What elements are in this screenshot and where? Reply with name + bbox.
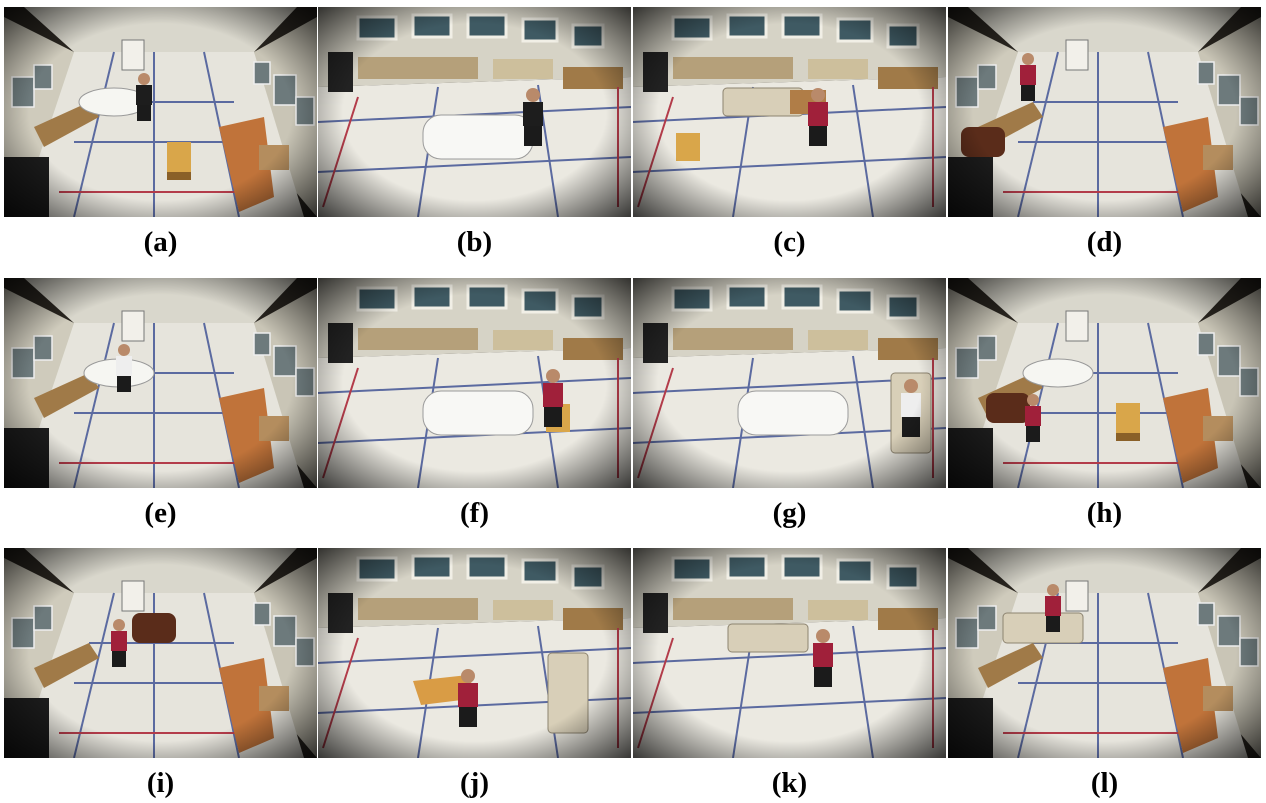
panel-photo <box>318 7 631 217</box>
panel-photo <box>948 278 1261 488</box>
panel: (c) <box>633 7 946 259</box>
panel-label: (l) <box>1090 767 1119 799</box>
panel-label: (a) <box>143 226 178 258</box>
panel: (k) <box>633 548 946 800</box>
panel-label: (h) <box>1086 497 1123 529</box>
panel-label: (g) <box>772 497 807 529</box>
panel-label: (i) <box>146 767 175 799</box>
panel-photo <box>633 7 946 217</box>
panel: (j) <box>318 548 631 800</box>
panel-photo <box>318 548 631 758</box>
panel-photo <box>948 7 1261 217</box>
panel: (e) <box>4 278 317 530</box>
panel-photo <box>4 7 317 217</box>
panel: (i) <box>4 548 317 800</box>
panel-photo <box>4 548 317 758</box>
panel-label: (d) <box>1086 226 1123 258</box>
panel-photo <box>633 278 946 488</box>
panel-photo <box>318 278 631 488</box>
panel-label: (b) <box>456 226 493 258</box>
panel: (f) <box>318 278 631 530</box>
panel: (h) <box>948 278 1261 530</box>
panel-label: (k) <box>771 767 808 799</box>
panel: (a) <box>4 7 317 259</box>
panel: (l) <box>948 548 1261 800</box>
panel-photo <box>633 548 946 758</box>
panel-label: (c) <box>773 226 806 258</box>
panel-label: (e) <box>144 497 177 529</box>
panel-label: (j) <box>460 767 489 799</box>
panel: (g) <box>633 278 946 530</box>
panel-photo <box>948 548 1261 758</box>
panel-photo <box>4 278 317 488</box>
panel: (b) <box>318 7 631 259</box>
panel-label: (f) <box>460 497 489 529</box>
panel: (d) <box>948 7 1261 259</box>
